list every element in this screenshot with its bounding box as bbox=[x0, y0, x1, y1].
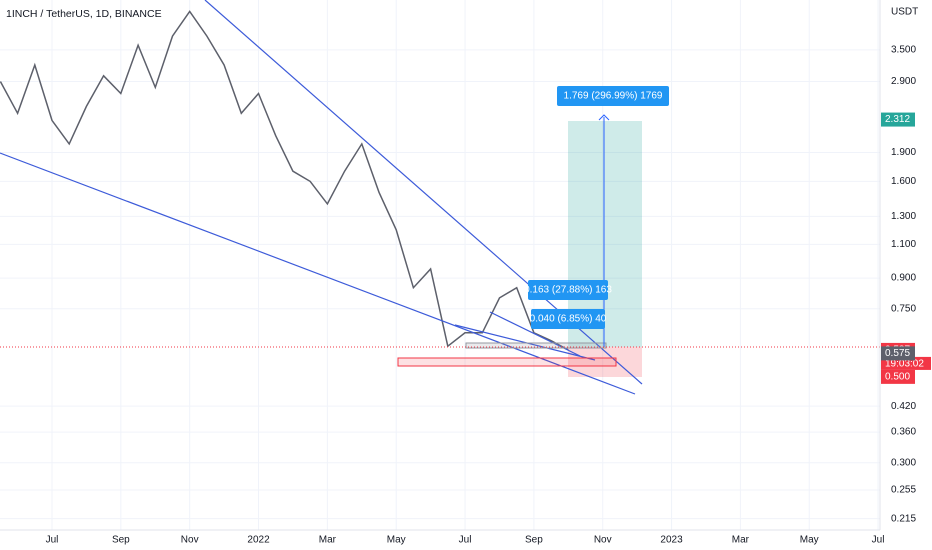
y-tick-label: 0.750 bbox=[891, 303, 916, 314]
annotation: 1.769 (296.99%) 1769 bbox=[564, 91, 663, 102]
x-tick-label: 2022 bbox=[247, 535, 270, 546]
x-tick-label: May bbox=[387, 535, 406, 546]
x-tick-label: Jul bbox=[872, 535, 885, 546]
label-box bbox=[528, 280, 608, 300]
x-tick-label: 2023 bbox=[660, 535, 683, 546]
x-tick-label: Nov bbox=[594, 535, 612, 546]
y-axis-label: USDT bbox=[891, 7, 918, 18]
y-tick-label: 3.500 bbox=[891, 45, 916, 56]
price-tag bbox=[881, 112, 915, 127]
y-tick-label: 1.100 bbox=[891, 239, 916, 250]
price-tag-label: 0.500 bbox=[885, 372, 910, 383]
trendline bbox=[0, 152, 636, 395]
annotation: 0.163 (27.88%) 163 bbox=[524, 285, 612, 296]
x-tick-label: Sep bbox=[112, 535, 130, 546]
x-tick-label: Jul bbox=[459, 535, 472, 546]
y-tick-label: 1.600 bbox=[891, 176, 916, 187]
y-tick-label: 1.900 bbox=[891, 147, 916, 158]
y-tick-label: 2.900 bbox=[891, 76, 916, 87]
drawings bbox=[0, 0, 881, 531]
y-tick-label: 0.900 bbox=[891, 273, 916, 284]
y-tick-label: 0.360 bbox=[891, 427, 916, 438]
x-tick-label: Mar bbox=[319, 535, 337, 546]
price-tag bbox=[881, 369, 915, 384]
y-tick-label: 1.300 bbox=[891, 211, 916, 222]
y-tick-label: 0.420 bbox=[891, 401, 916, 412]
x-tick-label: Nov bbox=[181, 535, 199, 546]
label-box bbox=[557, 86, 669, 106]
zone bbox=[465, 342, 607, 349]
x-tick-label: Mar bbox=[732, 535, 750, 546]
chart-title: 1INCH / TetherUS, 1D, BINANCE bbox=[6, 8, 162, 20]
x-tick-label: Sep bbox=[525, 535, 543, 546]
y-tick-label: 0.255 bbox=[891, 485, 916, 496]
countdown: 19:03:02 bbox=[885, 359, 924, 370]
y-tick-label: 0.215 bbox=[891, 513, 916, 524]
zone bbox=[397, 357, 617, 367]
price-tag-label: 2.312 bbox=[885, 114, 910, 125]
arrow-head bbox=[598, 114, 610, 121]
x-tick-label: May bbox=[800, 535, 819, 546]
x-tick-label: Jul bbox=[46, 535, 59, 546]
trendline bbox=[489, 311, 581, 357]
annotation: 0.040 (6.85%) 40 bbox=[530, 314, 607, 325]
y-tick-label: 0.300 bbox=[891, 457, 916, 468]
price-tag bbox=[881, 346, 915, 361]
price-tag-label: 0.575 bbox=[885, 348, 910, 359]
label-box bbox=[531, 309, 605, 329]
